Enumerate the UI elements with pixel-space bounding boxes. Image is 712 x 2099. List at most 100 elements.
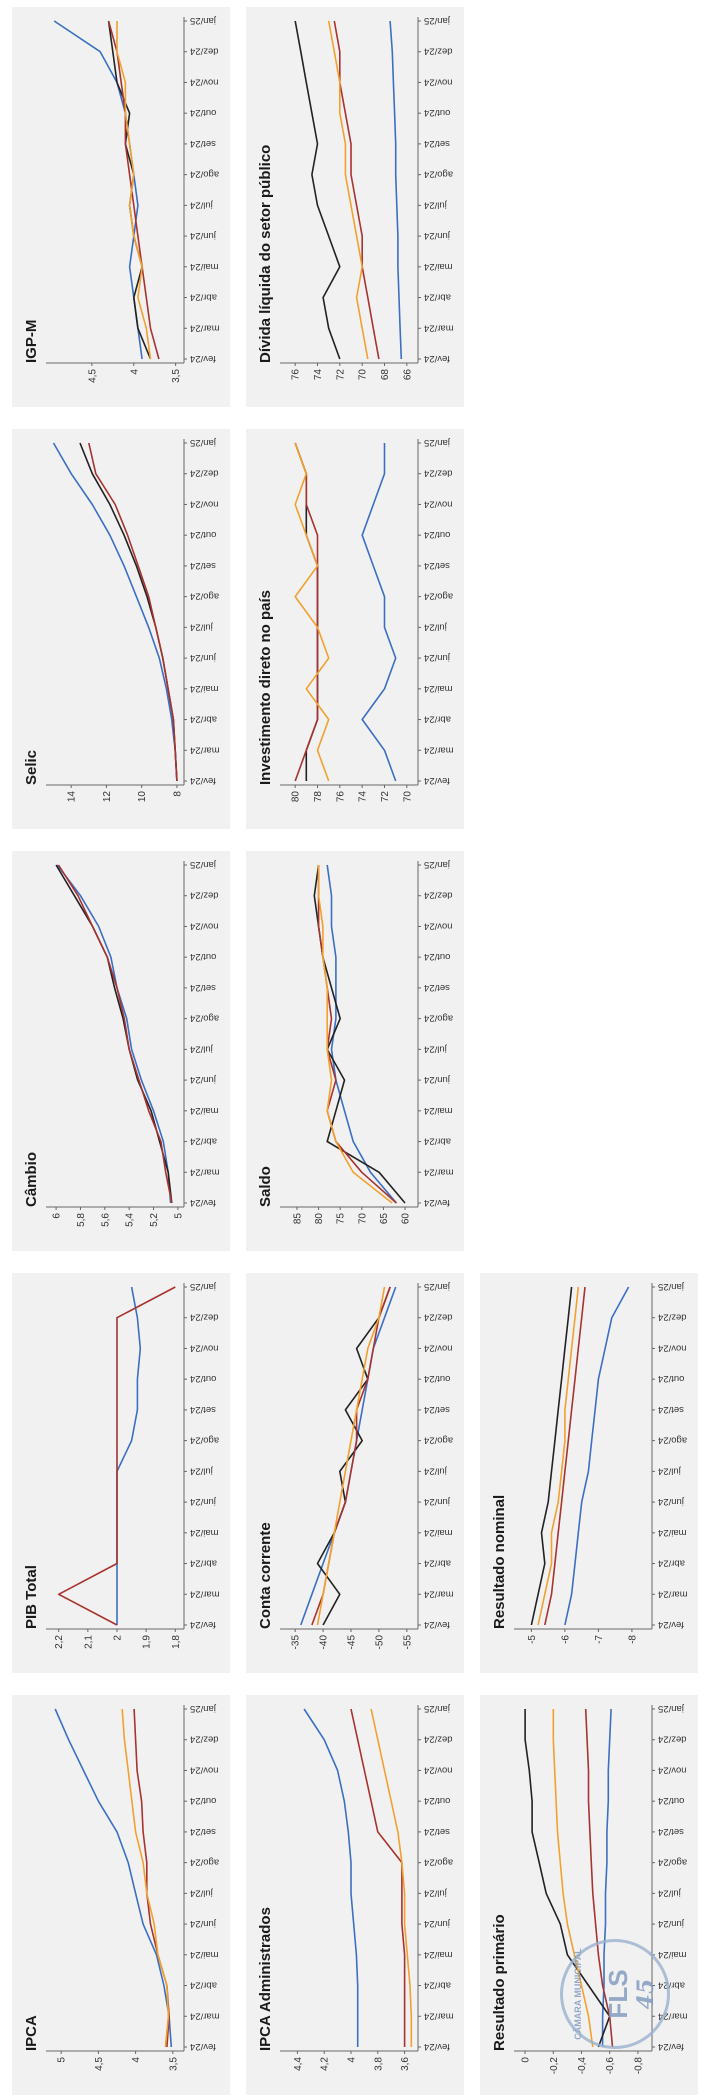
series-line-black (55, 864, 173, 1204)
x-tick-label: mai/24 (190, 261, 219, 272)
series-line-orange (537, 1286, 580, 1626)
x-tick-label: fev/24 (190, 775, 216, 786)
y-tick-label: 5,6 (100, 1213, 111, 1227)
series-line-red (544, 1286, 586, 1626)
panel-divida: Dívida líquida do setor público 66 68 70 72 7… (246, 7, 464, 407)
x-tick-label: set/24 (424, 1826, 450, 1837)
x-tick-label: mai/24 (190, 1949, 219, 1960)
x-tick-label: mar/24 (424, 322, 454, 333)
chart-title: Saldo (257, 1166, 274, 1207)
chart-invest: Investimento direto no país 70 72 74 76 78 80 f… (257, 437, 454, 803)
y-tick-label: 80 (291, 791, 302, 803)
x-tick-label: fev/24 (424, 2041, 450, 2052)
x-tick-label: mai/24 (424, 683, 453, 694)
x-tick-label: jan/25 (424, 1703, 451, 1714)
y-tick-label: 6 (52, 1213, 63, 1219)
x-tick-label: jul/24 (658, 1887, 682, 1898)
x-tick-label: ago/24 (190, 1013, 219, 1024)
y-tick-label: 1,9 (142, 1635, 153, 1649)
x-tick-label: fev/24 (424, 353, 450, 364)
series-line-orange (121, 1708, 170, 2048)
series-line-blue (303, 1708, 359, 2047)
x-tick-label: abr/24 (190, 292, 217, 303)
y-tick-label: 85 (292, 1213, 303, 1225)
x-tick-label: set/24 (190, 1404, 216, 1415)
x-tick-label: abr/24 (658, 1558, 685, 1569)
x-tick-label: fev/24 (190, 353, 216, 364)
x-tick-label: abr/24 (424, 1980, 451, 1991)
y-tick-label: 2,1 (83, 1635, 94, 1649)
panel-invest: Investimento direto no país 70 72 74 76 78 80 f… (246, 429, 464, 829)
x-tick-label: jan/25 (190, 1281, 217, 1292)
x-tick-label: nov/24 (424, 1764, 453, 1775)
y-tick-label: -45 (347, 1635, 358, 1650)
chart-title: Selic (23, 750, 40, 785)
x-tick-label: jul/24 (424, 199, 448, 210)
x-tick-label: fev/24 (190, 1619, 216, 1630)
x-tick-label: jun/24 (658, 1496, 685, 1507)
stamp-number: 45 (633, 1978, 659, 2010)
chart-title: Resultado nominal (491, 1495, 508, 1629)
y-tick-label: 3,5 (171, 369, 182, 383)
x-tick-label: out/24 (190, 529, 216, 540)
x-tick-label: nov/24 (658, 1764, 687, 1775)
x-tick-label: mar/24 (424, 1588, 454, 1599)
x-tick-label: jul/24 (190, 1043, 214, 1054)
x-tick-label: jun/24 (190, 230, 217, 241)
x-tick-label: dez/24 (424, 1312, 453, 1323)
x-tick-label: fev/24 (190, 1197, 216, 1208)
x-tick-label: abr/24 (424, 292, 451, 303)
y-tick-label: 70 (358, 369, 369, 381)
x-tick-label: ago/24 (424, 591, 453, 602)
x-tick-label: mai/24 (190, 1527, 219, 1538)
y-tick-label: -8 (627, 1635, 638, 1644)
x-tick-label: jul/24 (424, 621, 448, 632)
x-tick-label: nov/24 (424, 920, 453, 931)
panel-saldo: Saldo 60 65 70 75 80 85 fev/24 mar/24 abr/24 mai/2… (246, 851, 464, 1251)
x-tick-label: nov/24 (190, 1342, 219, 1353)
series-line-red (317, 865, 397, 1204)
y-tick-label: 3,8 (373, 2057, 384, 2071)
x-tick-label: ago/24 (424, 1435, 453, 1446)
x-tick-label: mar/24 (190, 2010, 220, 2021)
chart-conta: Conta corrente -55 -50 -45 -40 -35 fev/24 mar/2… (257, 1281, 454, 1650)
x-tick-label: nov/24 (424, 76, 453, 87)
chart-divida: Dívida líquida do setor público 66 68 70 72 7… (257, 15, 454, 381)
panel-pib: PIB Total 1,8 1,9 2 2,1 2,2 fev/24 mar/24 abr/24… (12, 1273, 230, 1673)
y-tick-label: 4,5 (94, 2057, 105, 2071)
series-line-red (57, 1286, 176, 1626)
series-line-orange (552, 1709, 594, 2048)
y-tick-label: 74 (358, 791, 369, 803)
x-tick-label: nov/24 (424, 1342, 453, 1353)
series-line-blue (52, 442, 178, 782)
y-tick-label: 72 (380, 791, 391, 803)
x-tick-label: ago/24 (424, 169, 453, 180)
x-tick-label: set/24 (190, 982, 216, 993)
x-tick-label: jan/25 (424, 437, 451, 448)
series-line-black (79, 442, 178, 782)
x-tick-label: jun/24 (424, 1496, 451, 1507)
y-tick-label: -35 (291, 1635, 302, 1650)
x-tick-label: abr/24 (190, 714, 217, 725)
stamp-org-text: CÂMARA MUNICIPAL (573, 1948, 583, 2040)
series-line-red (333, 20, 380, 360)
chart-pib: PIB Total 1,8 1,9 2 2,1 2,2 fev/24 mar/24 abr/24… (23, 1281, 220, 1649)
y-tick-label: 4,2 (320, 2057, 331, 2071)
x-tick-label: dez/24 (424, 468, 453, 479)
x-tick-label: fev/24 (424, 1619, 450, 1630)
y-tick-label: 60 (401, 1213, 412, 1225)
y-tick-label: 14 (67, 791, 78, 803)
stamp-label: FLS (603, 1969, 633, 2019)
x-tick-label: dez/24 (190, 468, 219, 479)
x-tick-label: out/24 (424, 951, 450, 962)
y-tick-label: 76 (291, 369, 302, 381)
x-tick-label: mar/24 (658, 1588, 688, 1599)
x-tick-label: ago/24 (190, 591, 219, 602)
x-tick-label: set/24 (190, 560, 216, 571)
x-tick-label: dez/24 (190, 1312, 219, 1323)
y-tick-label: 12 (102, 791, 113, 803)
x-tick-label: fev/24 (658, 2041, 684, 2052)
series-line-red (294, 442, 319, 782)
x-tick-label: ago/24 (658, 1435, 687, 1446)
x-tick-label: set/24 (424, 982, 450, 993)
